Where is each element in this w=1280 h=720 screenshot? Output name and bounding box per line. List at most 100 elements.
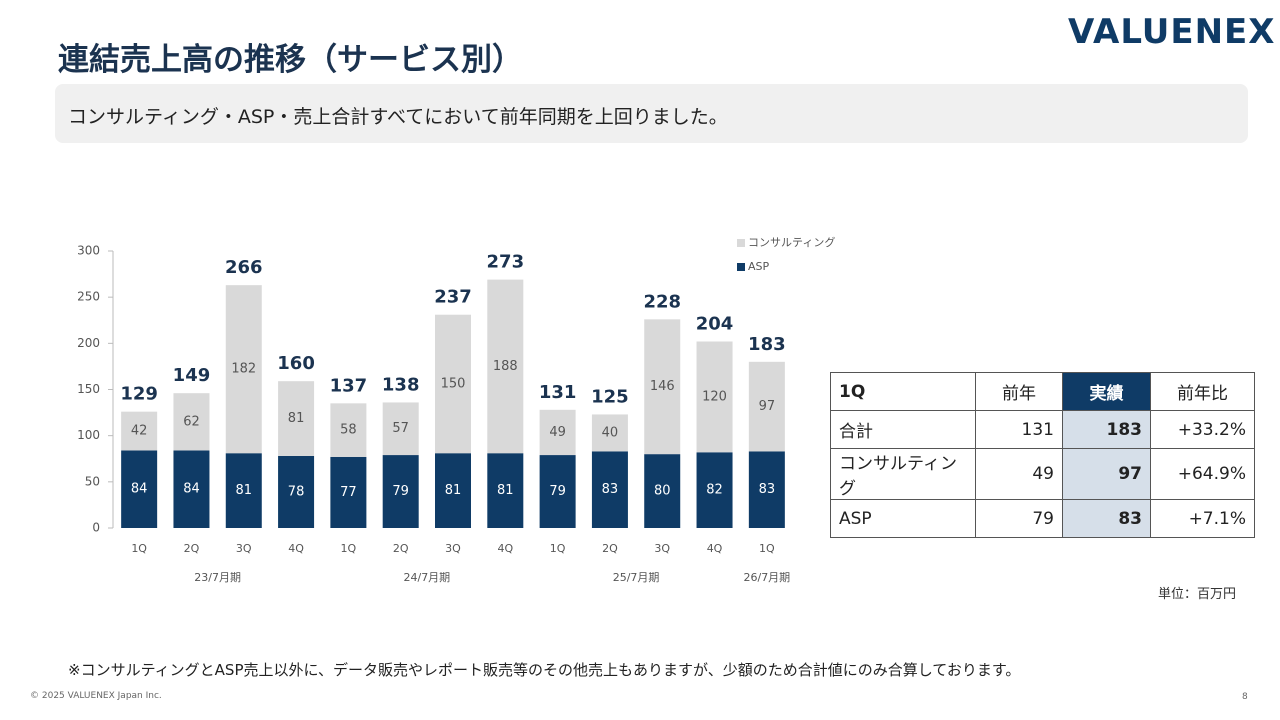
legend-label: ASP xyxy=(748,260,770,273)
segment-label: 62 xyxy=(183,414,200,429)
x-tick-label: 4Q xyxy=(707,542,723,555)
table-cell: +33.2% xyxy=(1150,410,1255,449)
total-label: 237 xyxy=(434,287,472,308)
bar-segment xyxy=(173,393,210,451)
table-cell: ASP xyxy=(830,499,976,538)
segment-label: 150 xyxy=(441,376,466,391)
segment-label: 188 xyxy=(493,359,518,374)
total-label: 273 xyxy=(487,252,525,273)
slide-title: 連結売上高の推移（サービス別） xyxy=(58,42,523,78)
bar-segment xyxy=(591,414,628,452)
table-cell: +64.9% xyxy=(1150,448,1255,500)
segment-label: 81 xyxy=(497,483,514,498)
y-tick-label: 150 xyxy=(77,382,100,396)
bar-segment xyxy=(121,450,158,528)
y-tick-label: 0 xyxy=(92,521,100,535)
table-cell: 79 xyxy=(975,499,1063,538)
table-row: 1Q 前年 実績 前年比 xyxy=(830,372,1255,411)
y-tick-label: 100 xyxy=(77,428,100,442)
y-tick-label: 50 xyxy=(85,474,100,488)
segment-label: 182 xyxy=(231,362,256,377)
total-label: 183 xyxy=(748,334,786,355)
total-label: 160 xyxy=(277,353,315,374)
x-group-label: 26/7月期 xyxy=(743,571,790,584)
x-group-label: 25/7月期 xyxy=(613,571,660,584)
bar-segment xyxy=(748,451,785,528)
total-label: 204 xyxy=(696,313,734,334)
table-cell: 131 xyxy=(975,410,1063,449)
bar-segment xyxy=(539,409,576,456)
bar-segment xyxy=(644,454,681,528)
segment-label: 84 xyxy=(131,482,148,497)
summary-box xyxy=(55,84,1248,143)
x-tick-label: 1Q xyxy=(131,542,147,555)
segment-label: 97 xyxy=(759,399,776,414)
bar-segment xyxy=(748,361,785,452)
bar-segment xyxy=(696,341,733,453)
segment-label: 78 xyxy=(288,484,305,499)
bar-segment xyxy=(225,453,262,528)
x-tick-label: 3Q xyxy=(445,542,461,555)
logo: VALUENEX xyxy=(1068,12,1276,52)
segment-label: 82 xyxy=(706,483,723,498)
segment-label: 83 xyxy=(759,482,776,497)
page-number: 8 xyxy=(1242,692,1248,702)
bar-segment xyxy=(696,452,733,528)
bar-segment xyxy=(591,451,628,528)
table-row: コンサルティング 49 97 +64.9% xyxy=(830,448,1255,500)
x-tick-label: 2Q xyxy=(393,542,409,555)
segment-label: 120 xyxy=(702,389,727,404)
x-tick-label: 2Q xyxy=(602,542,618,555)
segment-label: 80 xyxy=(654,484,671,499)
x-group-label: 24/7月期 xyxy=(403,571,450,584)
table-cell: 97 xyxy=(1062,448,1151,500)
y-tick-label: 200 xyxy=(77,336,100,350)
table-cell: 83 xyxy=(1062,499,1151,538)
x-tick-label: 1Q xyxy=(550,542,566,555)
bar-segment xyxy=(487,453,524,528)
total-label: 129 xyxy=(120,384,158,405)
x-tick-label: 1Q xyxy=(341,542,357,555)
bar-segment xyxy=(382,402,419,456)
footnote: ※コンサルティングとASP売上以外に、データ販売やレポート販売等のその他売上もあ… xyxy=(68,661,1021,679)
table-cell: 49 xyxy=(975,448,1063,500)
total-label: 266 xyxy=(225,257,263,278)
segment-label: 81 xyxy=(288,411,305,426)
summary: コンサルティング・ASP・売上合計すべてにおいて前年同期を上回りました。 xyxy=(68,106,728,128)
bar-segment xyxy=(173,450,210,528)
bar-segment xyxy=(278,381,315,456)
total-label: 228 xyxy=(643,291,681,312)
y-tick-label: 250 xyxy=(77,290,100,304)
x-tick-label: 4Q xyxy=(288,542,304,555)
legend-swatch xyxy=(737,239,745,247)
segment-label: 84 xyxy=(183,482,200,497)
bar-segment xyxy=(435,453,471,528)
unit: 単位：百万円 xyxy=(1157,587,1236,602)
segment-label: 81 xyxy=(445,483,462,498)
x-tick-label: 4Q xyxy=(497,542,513,555)
total-label: 138 xyxy=(382,374,420,395)
x-group-label: 23/7月期 xyxy=(194,571,241,584)
segment-label: 57 xyxy=(392,421,409,436)
x-tick-label: 3Q xyxy=(236,542,252,555)
table-row: 合計 131 183 +33.2% xyxy=(830,410,1255,449)
bar-segment xyxy=(278,455,315,528)
total-label: 125 xyxy=(591,386,629,407)
bar-segment xyxy=(330,456,367,528)
x-tick-label: 2Q xyxy=(184,542,200,555)
y-tick-label: 300 xyxy=(77,244,100,258)
summary-table: 1Q 前年 実績 前年比 合計 131 183 +33.2% コンサルティング 49 97 +64.9… xyxy=(830,372,1255,538)
legend-label: コンサルティング xyxy=(748,235,835,249)
table-cell: 前年比 xyxy=(1150,372,1255,411)
bar-segment xyxy=(382,455,419,528)
x-tick-label: 1Q xyxy=(759,542,775,555)
table-cell: +7.1% xyxy=(1150,499,1255,538)
table-cell: 実績 xyxy=(1062,372,1151,411)
segment-label: 49 xyxy=(549,425,566,440)
bar-segment xyxy=(644,319,681,455)
segment-label: 58 xyxy=(340,423,357,438)
segment-label: 146 xyxy=(650,379,675,394)
segment-label: 77 xyxy=(340,485,357,500)
